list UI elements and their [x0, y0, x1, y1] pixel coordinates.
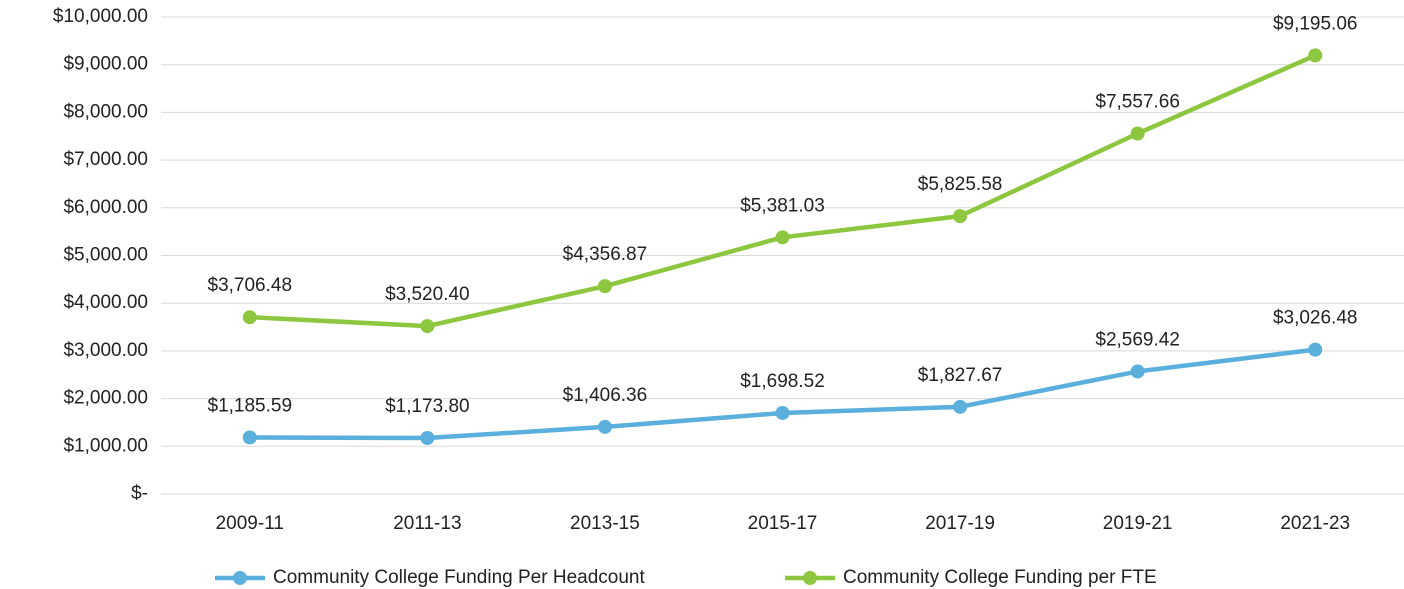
data-label: $9,195.06: [1273, 13, 1358, 34]
data-label: $3,706.48: [208, 275, 293, 296]
data-label: $5,825.58: [918, 174, 1003, 195]
data-label: $1,827.67: [918, 365, 1003, 386]
y-tick-label: $7,000.00: [63, 149, 148, 170]
data-label: $1,406.36: [563, 385, 648, 406]
x-tick-label: 2021-23: [1280, 513, 1350, 534]
x-tick-label: 2013-15: [570, 513, 640, 534]
x-tick-label: 2017-19: [925, 513, 995, 534]
data-point: [953, 399, 968, 414]
data-point: [775, 405, 790, 420]
data-label: $1,698.52: [740, 371, 825, 392]
data-label: $3,520.40: [385, 284, 470, 305]
x-tick-label: 2015-17: [748, 513, 818, 534]
y-tick-label: $1,000.00: [63, 435, 148, 456]
legend-marker: [233, 571, 247, 585]
y-tick-label: $4,000.00: [63, 292, 148, 313]
x-tick-label: 2011-13: [393, 513, 461, 534]
data-label: $1,185.59: [208, 395, 293, 416]
y-tick-label: $2,000.00: [63, 388, 148, 409]
y-tick-label: $8,000.00: [63, 101, 148, 122]
data-point: [597, 279, 612, 294]
y-tick-label: $3,000.00: [63, 340, 148, 361]
data-point: [242, 430, 257, 445]
legend-marker: [803, 571, 817, 585]
data-label: $4,356.87: [563, 244, 648, 265]
y-tick-label: $10,000.00: [53, 6, 148, 27]
data-label: $2,569.42: [1095, 329, 1180, 350]
legend-label: Community College Funding per FTE: [843, 567, 1157, 588]
data-label: $1,173.80: [385, 396, 470, 417]
data-point: [1308, 48, 1323, 63]
data-label: $3,026.48: [1273, 308, 1358, 329]
data-point: [420, 319, 435, 334]
data-label: $5,381.03: [740, 195, 825, 216]
data-point: [775, 230, 790, 245]
x-tick-label: 2019-21: [1103, 513, 1173, 534]
y-tick-label: $9,000.00: [63, 54, 148, 75]
data-point: [1130, 364, 1145, 379]
x-tick-label: 2009-11: [216, 513, 284, 534]
data-point: [242, 310, 257, 325]
data-point: [420, 431, 435, 446]
data-point: [1130, 126, 1145, 141]
y-tick-label: $-: [131, 483, 148, 504]
series-line: [249, 347, 1316, 441]
data-label: $7,557.66: [1095, 92, 1180, 113]
data-point: [1308, 342, 1323, 357]
y-tick-label: $5,000.00: [63, 245, 148, 266]
legend-label: Community College Funding Per Headcount: [273, 567, 645, 588]
data-point: [597, 419, 612, 434]
y-tick-label: $6,000.00: [63, 197, 148, 218]
data-point: [953, 209, 968, 224]
